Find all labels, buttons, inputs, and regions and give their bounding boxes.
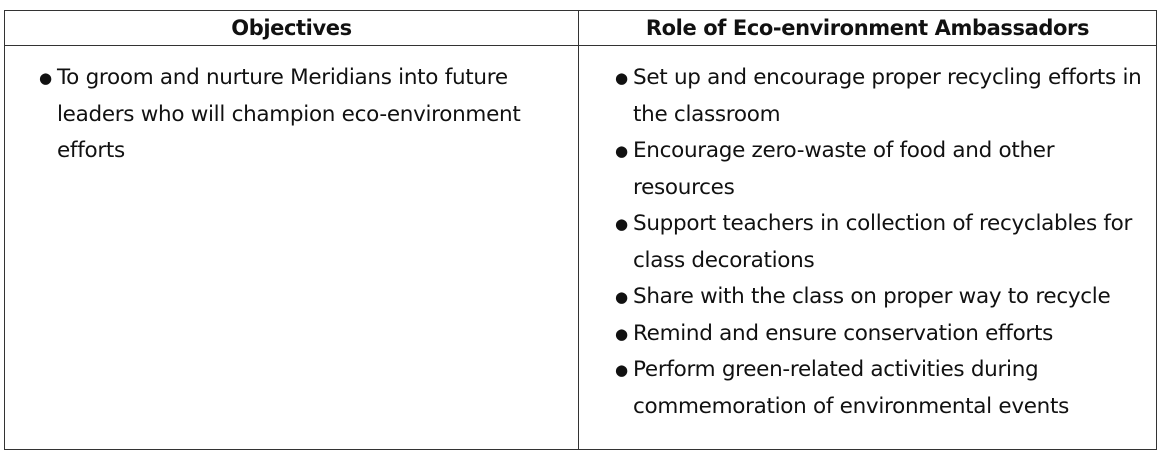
- role-text: Set up and encourage proper recycling ef…: [633, 65, 1142, 127]
- table-row: ● To groom and nurture Meridians into fu…: [4, 45, 1157, 450]
- role-text: Encourage zero-waste of food and other r…: [633, 138, 1055, 200]
- objectives-roles-table: Objectives Role of Eco-environment Ambas…: [4, 10, 1157, 450]
- header-role: Role of Eco-environment Ambassadors: [578, 10, 1157, 46]
- list-item: ● Encourage zero-waste of food and other…: [615, 133, 1152, 206]
- role-text: Perform green-related activities during …: [633, 357, 1070, 419]
- list-item: ● Share with the class on proper way to …: [615, 279, 1152, 316]
- roles-list: ● Set up and encourage proper recycling …: [579, 46, 1156, 425]
- table-header-row: Objectives Role of Eco-environment Ambas…: [4, 10, 1157, 46]
- list-item: ● Set up and encourage proper recycling …: [615, 60, 1152, 133]
- list-item: ● Support teachers in collection of recy…: [615, 206, 1152, 279]
- bullet-icon: ●: [39, 69, 52, 87]
- bullet-icon: ●: [615, 69, 628, 87]
- bullet-icon: ●: [615, 215, 628, 233]
- header-objectives: Objectives: [4, 10, 579, 46]
- objectives-cell: ● To groom and nurture Meridians into fu…: [4, 45, 579, 450]
- role-text: Support teachers in collection of recycl…: [633, 211, 1133, 273]
- list-item: ● Remind and ensure conservation efforts: [615, 316, 1152, 353]
- roles-cell: ● Set up and encourage proper recycling …: [578, 45, 1157, 450]
- objectives-list: ● To groom and nurture Meridians into fu…: [5, 46, 578, 170]
- bullet-icon: ●: [615, 324, 628, 343]
- role-text: Share with the class on proper way to re…: [633, 284, 1111, 309]
- bullet-icon: ●: [615, 361, 628, 379]
- bullet-icon: ●: [615, 288, 628, 306]
- role-text: Remind and ensure conservation efforts: [633, 320, 1053, 346]
- list-item: ● To groom and nurture Meridians into fu…: [39, 60, 570, 170]
- bullet-icon: ●: [615, 142, 628, 160]
- list-item: ● Perform green-related activities durin…: [615, 352, 1152, 425]
- objective-text: To groom and nurture Meridians into futu…: [57, 65, 521, 163]
